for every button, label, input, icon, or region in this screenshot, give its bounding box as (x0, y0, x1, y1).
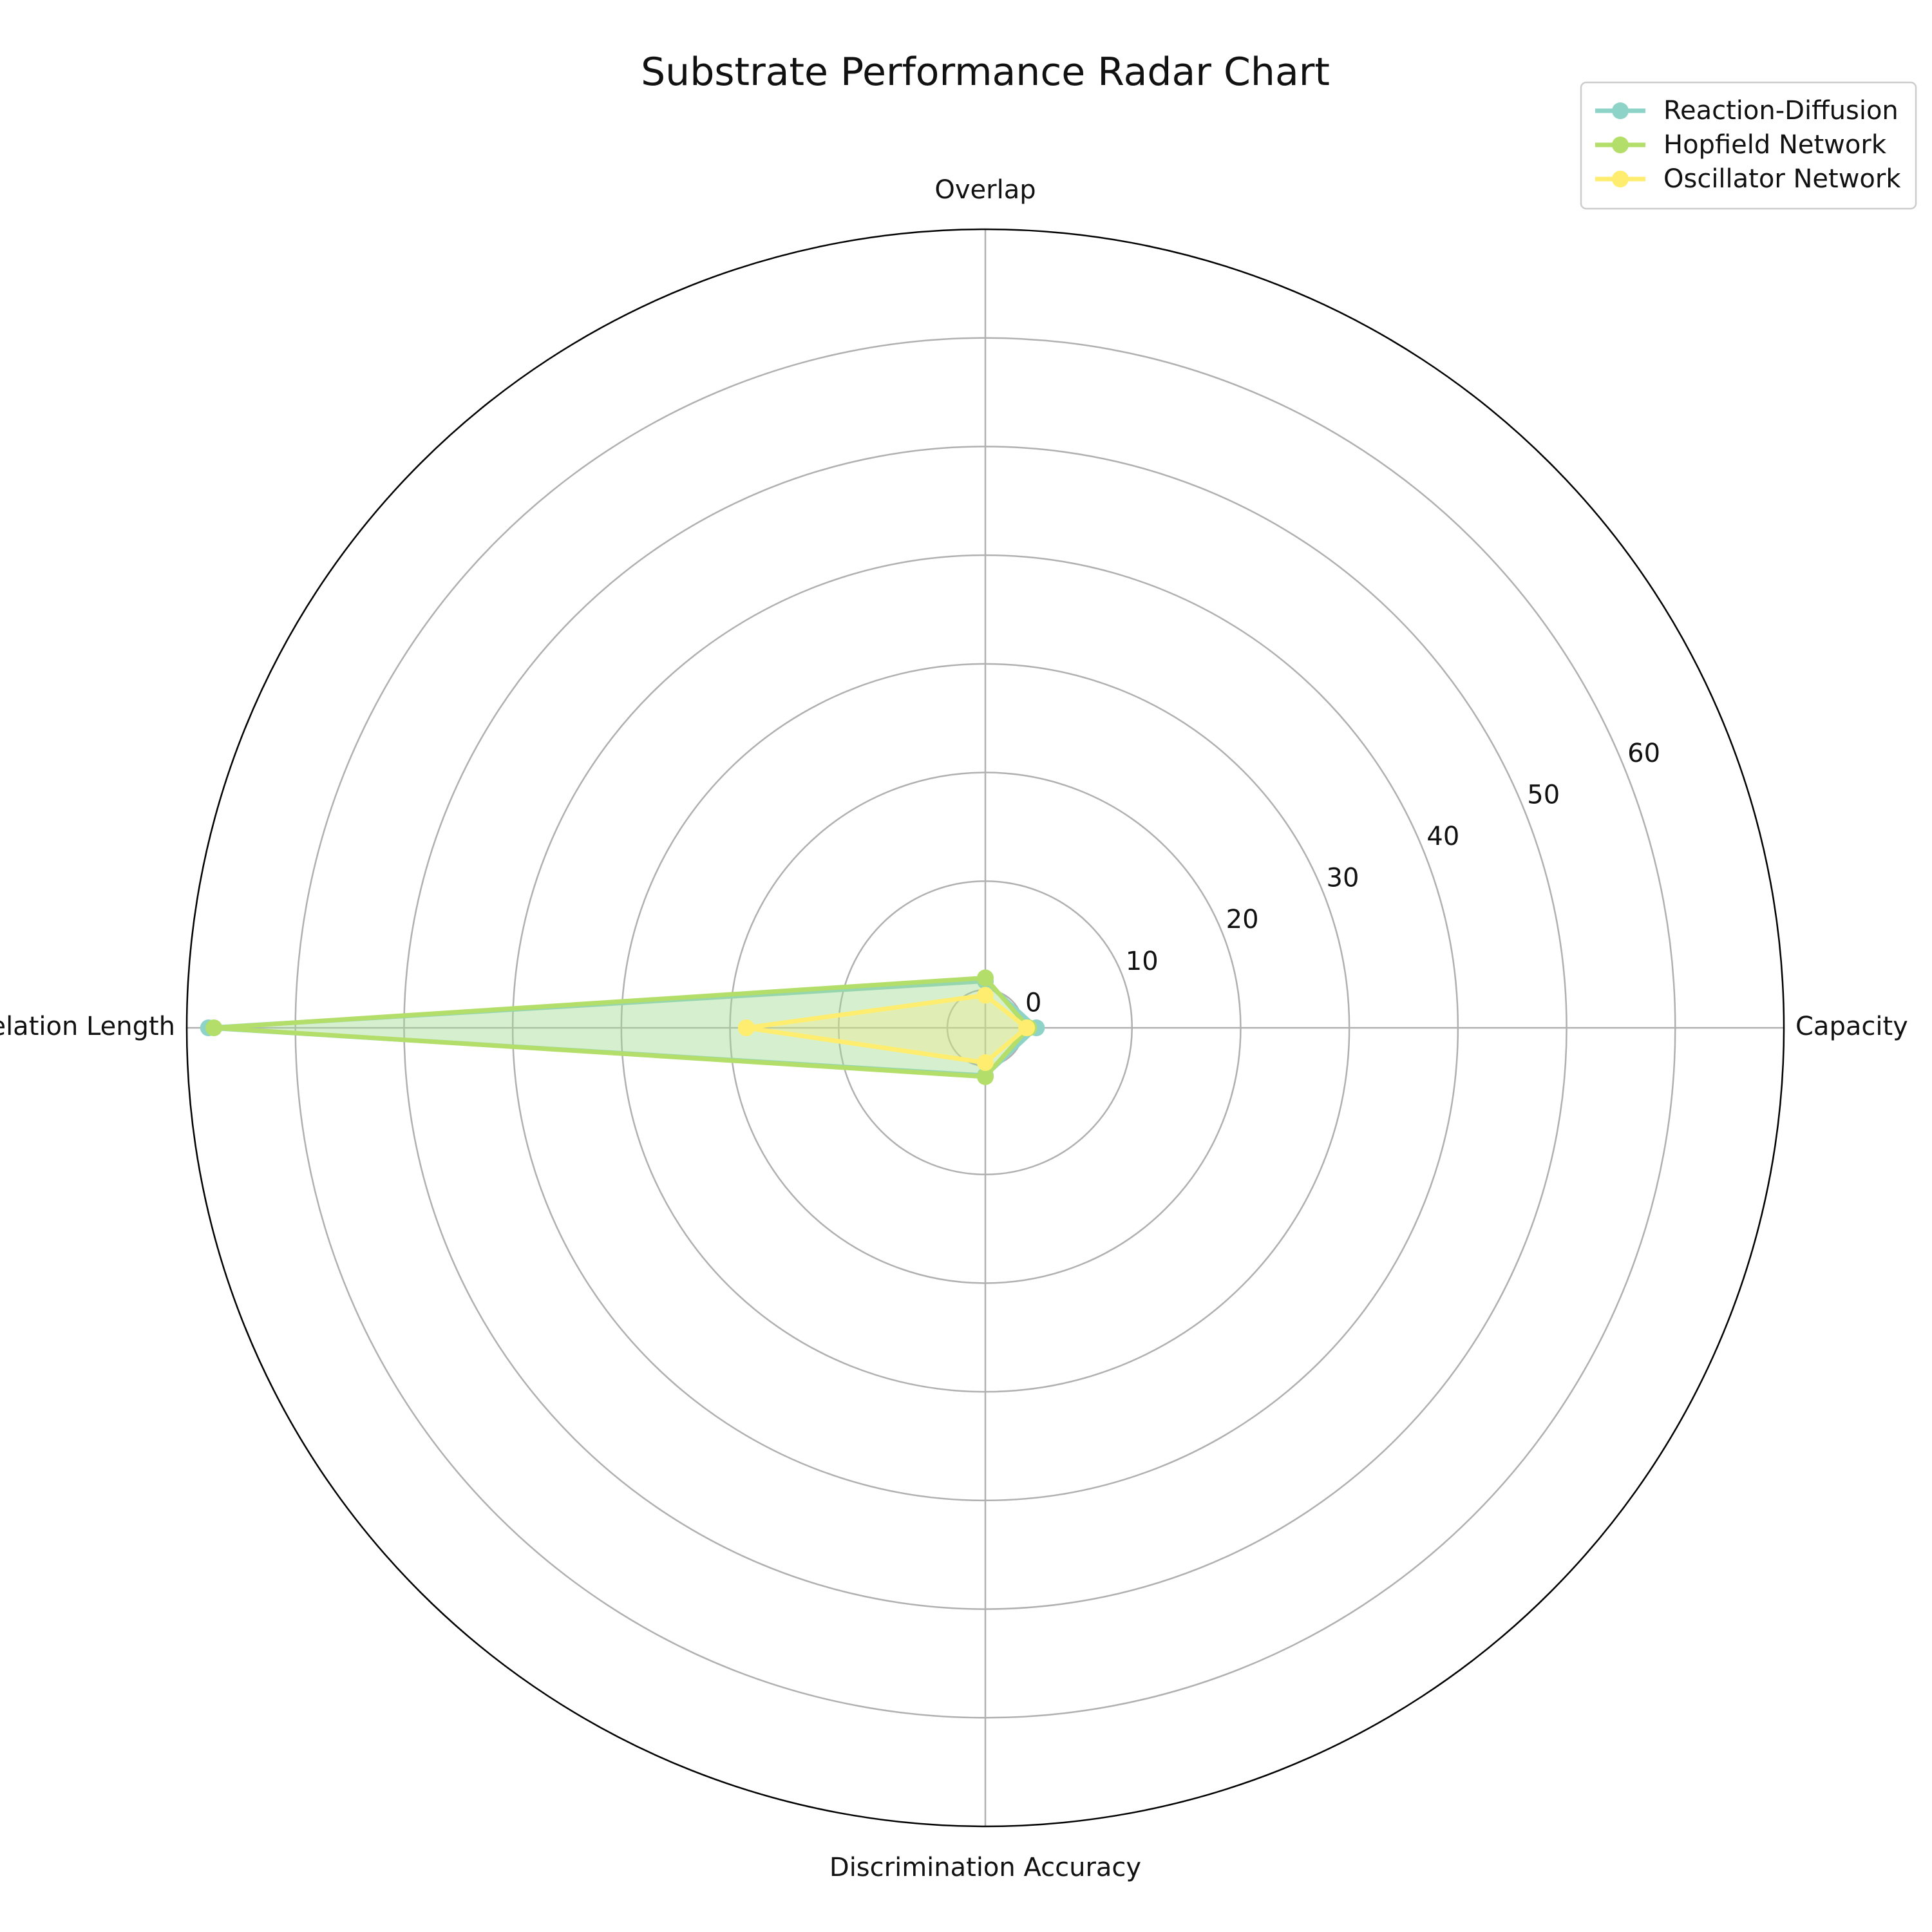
series-fill (746, 995, 1027, 1063)
r-tick-label: 30 (1327, 864, 1359, 893)
data-point (977, 1068, 994, 1085)
radial-grid (185, 228, 1785, 1828)
chart-title: Substrate Performance Radar Chart (641, 50, 1330, 95)
legend-marker (1612, 137, 1629, 153)
legend-marker (1612, 171, 1629, 187)
data-point (977, 987, 994, 1004)
legend: Reaction-Diffusion Hopfield Network Oscill… (1580, 81, 1917, 210)
r-tick-label: 50 (1527, 781, 1560, 810)
r-tick-label: 40 (1426, 822, 1459, 851)
data-point (205, 1019, 223, 1036)
series-fill (208, 981, 1037, 1076)
data-point (1018, 1019, 1036, 1036)
series-layer (200, 969, 1045, 1085)
outer-frame (185, 228, 1785, 1828)
category-label: Discrimination Accuracy (829, 1853, 1141, 1882)
legend-label: Hopfield Network (1663, 130, 1887, 160)
r-tick-label: 20 (1226, 905, 1259, 934)
legend-label: Reaction-Diffusion (1663, 96, 1899, 126)
category-label: Capacity (1795, 1012, 1908, 1041)
r-tick-label: 0 (1025, 988, 1041, 1018)
data-point (737, 1019, 755, 1036)
data-point (977, 969, 994, 987)
data-point (977, 1054, 994, 1071)
category-label: Overlap (934, 175, 1036, 205)
series-fill (214, 978, 1029, 1077)
axis-labels: 0 10 20 30 40 50 60 Capacity Overlap Correlation … (0, 175, 1908, 1882)
r-tick-label: 60 (1627, 739, 1660, 768)
legend-label: Oscillator Network (1663, 164, 1901, 194)
legend-marker (1612, 102, 1629, 119)
category-label: Correlation Length (0, 1012, 175, 1041)
legend-frame (1580, 81, 1917, 210)
r-tick-label: 10 (1126, 947, 1159, 976)
